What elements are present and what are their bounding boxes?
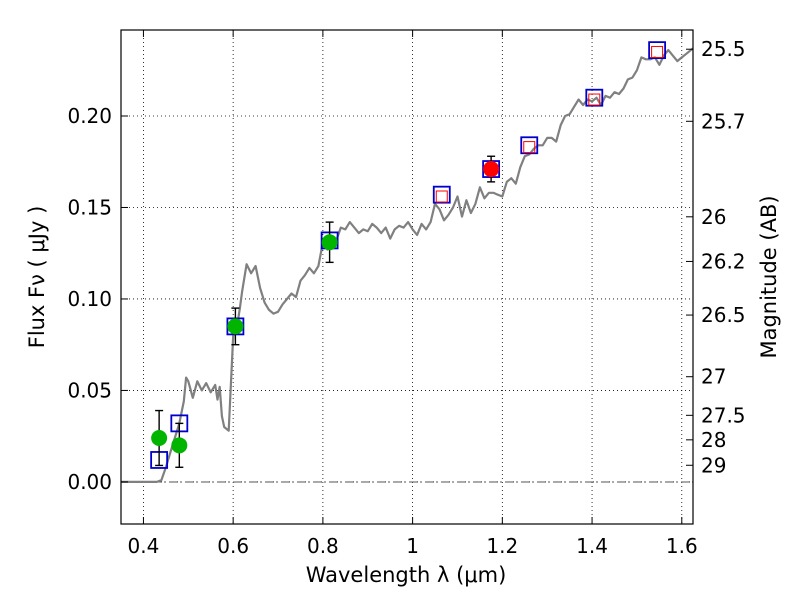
- model-nir-square: [435, 190, 448, 203]
- mag-tick-label: 29: [701, 453, 726, 477]
- observed-photometry-point: [483, 161, 500, 178]
- x-tick-label: 0.8: [307, 534, 339, 558]
- model-nir-square: [588, 93, 601, 106]
- x-tick-label: 1.4: [576, 534, 608, 558]
- x-tick-label: 1.2: [486, 534, 518, 558]
- y-tick-label: 0.10: [67, 287, 112, 311]
- observed-photometry-point: [151, 430, 168, 447]
- mag-tick-label: 25.7: [701, 109, 746, 133]
- mag-tick-label: 25.5: [701, 37, 746, 61]
- y-tick-label: 0.05: [67, 378, 112, 402]
- x-tick-label: 1.6: [666, 534, 698, 558]
- mag-tick-label: 26: [701, 205, 726, 229]
- mag-tick-label: 26.5: [701, 303, 746, 327]
- series-layer: [121, 41, 694, 483]
- sed-model-line: [121, 47, 694, 483]
- grid: [121, 30, 693, 524]
- model-photometry-square: [520, 136, 539, 155]
- observed-photometry-point: [171, 437, 188, 454]
- y-tick-label: 0.15: [67, 195, 112, 219]
- x-tick-label: 0.6: [217, 534, 249, 558]
- model-nir-square: [523, 141, 536, 154]
- mag-tick-label: 27.5: [701, 403, 746, 427]
- x-tick-label: 0.4: [128, 534, 160, 558]
- ticks-layer: 0.4 0.6 0.8 1 1.2 1.4 1.6 0.00 0.05 0.10 0.15 0.20 2…: [67, 30, 746, 558]
- model-nir-square: [651, 45, 664, 58]
- observed-photometry-point: [321, 234, 338, 251]
- model-photometry-square: [648, 41, 667, 60]
- model-photometry-square: [432, 185, 451, 204]
- y-tick-label: 0.20: [67, 104, 112, 128]
- x-axis-title: Wavelength λ (μm): [306, 563, 507, 587]
- model-photometry-square: [585, 88, 604, 107]
- plot-frame: [120, 29, 694, 525]
- observed-photometry-point: [227, 318, 244, 335]
- mag-tick-label: 26.2: [701, 249, 746, 273]
- mag-tick-label: 28: [701, 428, 726, 452]
- y-axis-title: Flux Fν ( μJy ): [25, 206, 49, 349]
- mag-tick-label: 27: [701, 365, 726, 389]
- y-axis-title-right: Magnitude (AB): [757, 195, 781, 358]
- x-tick-label: 1: [406, 534, 419, 558]
- y-tick-label: 0.00: [67, 470, 112, 494]
